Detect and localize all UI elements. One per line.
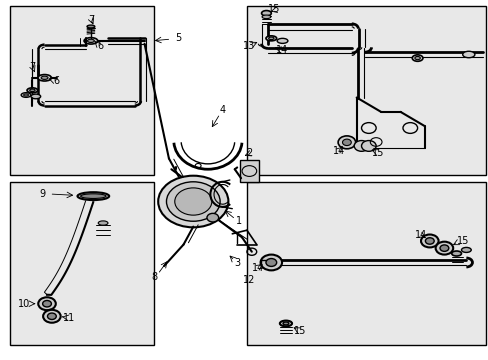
Circle shape [38, 297, 56, 310]
Text: 1: 1 [235, 216, 241, 226]
Ellipse shape [84, 38, 98, 44]
Ellipse shape [268, 37, 273, 40]
Circle shape [420, 234, 438, 247]
Bar [10, 6, 154, 175]
Text: 9: 9 [39, 189, 45, 199]
Text: 7: 7 [88, 15, 94, 26]
Ellipse shape [462, 51, 474, 58]
Text: 3: 3 [234, 258, 240, 268]
Ellipse shape [38, 75, 51, 81]
Ellipse shape [451, 251, 461, 256]
Ellipse shape [30, 89, 35, 91]
Circle shape [158, 176, 228, 227]
Text: 7: 7 [29, 62, 36, 72]
Circle shape [439, 245, 448, 251]
Ellipse shape [87, 39, 94, 42]
Circle shape [42, 301, 51, 307]
Text: 5: 5 [175, 33, 182, 43]
Bar [239, 160, 259, 182]
Text: 14: 14 [414, 230, 426, 239]
Ellipse shape [277, 39, 287, 43]
Text: 14: 14 [332, 145, 344, 156]
Ellipse shape [262, 15, 270, 19]
Bar [246, 182, 485, 345]
Ellipse shape [31, 94, 41, 99]
Ellipse shape [23, 94, 28, 96]
Text: 12: 12 [243, 275, 255, 285]
Ellipse shape [411, 55, 422, 61]
Text: 4: 4 [219, 105, 225, 115]
Text: 15: 15 [456, 236, 468, 246]
Bar [246, 6, 485, 175]
Circle shape [260, 255, 282, 270]
Bar [10, 182, 154, 345]
Ellipse shape [414, 57, 419, 60]
Text: 14: 14 [276, 45, 288, 55]
Ellipse shape [279, 320, 291, 326]
Text: 15: 15 [293, 326, 305, 336]
Ellipse shape [41, 76, 48, 80]
Ellipse shape [98, 221, 108, 225]
Circle shape [174, 188, 211, 215]
Circle shape [206, 213, 218, 222]
Ellipse shape [261, 10, 271, 16]
Circle shape [337, 136, 355, 149]
Ellipse shape [21, 93, 31, 97]
Ellipse shape [87, 25, 95, 28]
Circle shape [166, 182, 220, 221]
Text: 10: 10 [18, 299, 30, 309]
Ellipse shape [283, 322, 288, 325]
Text: 6: 6 [54, 76, 60, 86]
Ellipse shape [77, 192, 109, 200]
Circle shape [361, 140, 375, 151]
Ellipse shape [81, 194, 106, 198]
Ellipse shape [27, 88, 38, 93]
Text: 15: 15 [267, 4, 279, 14]
Circle shape [435, 242, 452, 255]
Text: 15: 15 [372, 148, 384, 158]
Circle shape [265, 258, 276, 266]
Ellipse shape [265, 36, 276, 41]
Circle shape [47, 313, 56, 319]
Circle shape [43, 310, 61, 323]
Text: 6: 6 [98, 41, 103, 50]
Ellipse shape [461, 247, 470, 252]
Circle shape [342, 139, 350, 145]
Text: 11: 11 [62, 313, 75, 323]
Text: 14: 14 [251, 263, 263, 273]
Circle shape [425, 238, 433, 244]
Circle shape [353, 140, 368, 151]
Text: 13: 13 [243, 41, 255, 50]
Text: 8: 8 [151, 272, 157, 282]
Text: 2: 2 [246, 148, 252, 158]
